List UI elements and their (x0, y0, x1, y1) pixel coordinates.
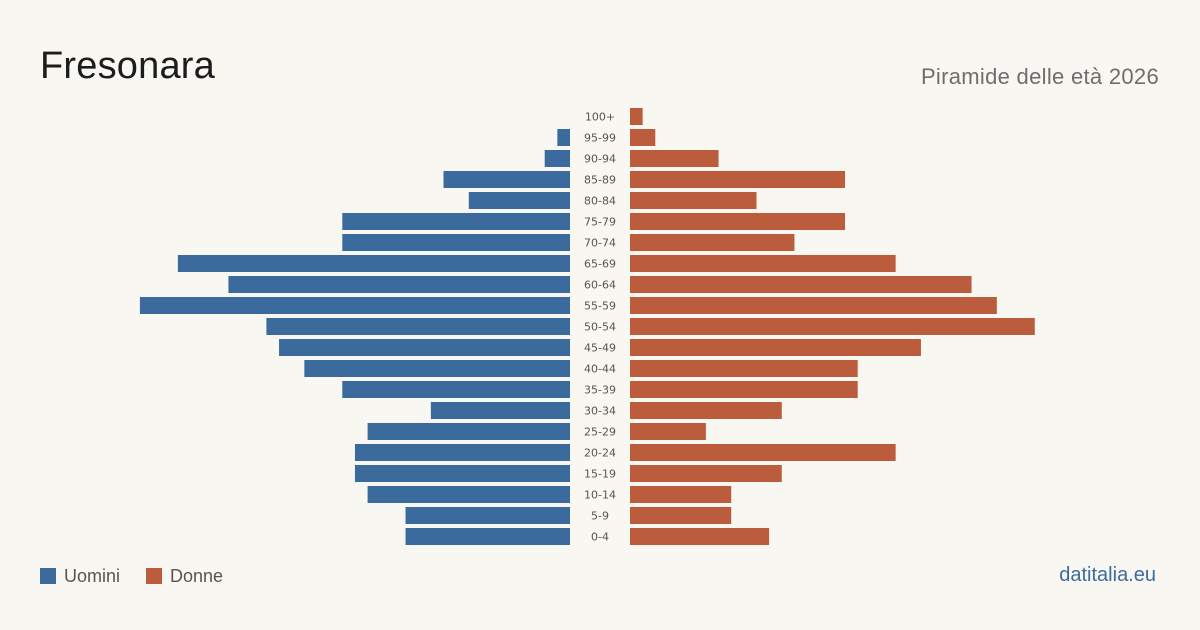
bar-men-30-34 (430, 402, 570, 419)
bar-men-60-64 (228, 276, 570, 293)
bar-men-95-99 (557, 129, 570, 146)
bar-men-20-24 (354, 444, 570, 461)
bar-women-25-29 (630, 423, 706, 440)
age-label-80-84: 80-84 (584, 195, 616, 208)
chart-subtitle: Piramide delle età 2026 (920, 64, 1159, 89)
bar-women-90-94 (630, 150, 719, 167)
bar-women-0-4 (630, 528, 770, 545)
chart-legend: Uomini Donne (40, 565, 249, 587)
legend-swatch-men (40, 568, 56, 584)
age-label-10-14: 10-14 (584, 489, 616, 502)
bar-men-70-74 (342, 234, 570, 251)
bar-men-65-69 (177, 255, 570, 272)
bar-men-5-9 (405, 507, 570, 524)
legend-item-men: Uomini (40, 566, 120, 587)
age-label-45-49: 45-49 (584, 342, 616, 355)
age-label-90-94: 90-94 (584, 153, 616, 166)
bar-women-60-64 (630, 276, 972, 293)
bar-women-95-99 (630, 129, 656, 146)
age-label-20-24: 20-24 (584, 447, 616, 460)
bar-men-10-14 (367, 486, 570, 503)
bar-men-50-54 (266, 318, 570, 335)
age-label-75-79: 75-79 (584, 216, 616, 229)
bar-women-100plus (630, 108, 643, 125)
bar-men-90-94 (544, 150, 570, 167)
legend-label-men: Uomini (64, 565, 121, 586)
age-label-50-54: 50-54 (584, 321, 616, 334)
bar-women-10-14 (630, 486, 732, 503)
age-label-0-4: 0-4 (591, 531, 609, 544)
bar-women-40-44 (630, 360, 858, 377)
age-label-55-59: 55-59 (584, 300, 616, 313)
bar-men-0-4 (405, 528, 570, 545)
legend-item-women: Donne (146, 566, 223, 587)
age-label-60-64: 60-64 (584, 279, 616, 292)
age-label-65-69: 65-69 (584, 258, 616, 271)
age-label-85-89: 85-89 (584, 174, 616, 187)
age-label-35-39: 35-39 (584, 384, 616, 397)
source-link[interactable]: datitalia.eu (1059, 564, 1156, 586)
bar-women-55-59 (630, 297, 997, 314)
age-label-100plus: 100+ (585, 111, 615, 124)
bar-women-5-9 (630, 507, 732, 524)
bar-men-55-59 (139, 297, 570, 314)
bar-men-40-44 (304, 360, 570, 377)
bar-women-70-74 (630, 234, 795, 251)
bar-men-35-39 (342, 381, 570, 398)
bar-women-80-84 (630, 192, 757, 209)
bar-men-80-84 (468, 192, 570, 209)
bar-women-45-49 (630, 339, 921, 356)
age-label-95-99: 95-99 (584, 132, 616, 145)
age-label-70-74: 70-74 (584, 237, 616, 250)
page-title: Fresonara (40, 45, 215, 87)
age-label-40-44: 40-44 (584, 363, 616, 376)
bar-women-30-34 (630, 402, 782, 419)
bar-men-15-19 (354, 465, 570, 482)
age-label-15-19: 15-19 (584, 468, 616, 481)
age-label-5-9: 5-9 (591, 510, 609, 523)
bar-women-20-24 (630, 444, 896, 461)
bar-women-85-89 (630, 171, 846, 188)
bar-women-15-19 (630, 465, 782, 482)
bar-men-45-49 (279, 339, 570, 356)
bar-women-50-54 (630, 318, 1035, 335)
bar-men-25-29 (367, 423, 570, 440)
bar-men-85-89 (443, 171, 570, 188)
age-label-30-34: 30-34 (584, 405, 616, 418)
legend-swatch-women (146, 568, 163, 584)
bar-women-35-39 (630, 381, 858, 398)
bar-women-65-69 (630, 255, 896, 272)
age-label-25-29: 25-29 (584, 426, 616, 439)
legend-label-women: Donne (170, 565, 224, 586)
bar-women-75-79 (630, 213, 846, 230)
bar-men-75-79 (342, 213, 570, 230)
